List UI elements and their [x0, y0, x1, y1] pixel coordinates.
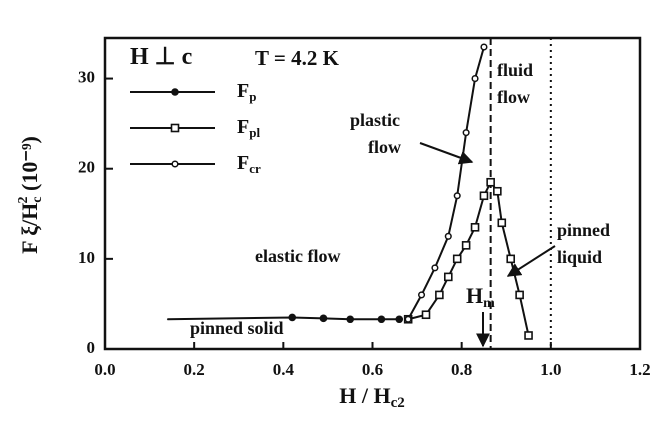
legend-label-main: F — [237, 116, 249, 138]
data-point — [453, 192, 461, 200]
x-tick-label: 1.2 — [629, 360, 650, 379]
annotation-arrow — [506, 245, 556, 277]
annotation: H ⊥ c — [130, 44, 193, 70]
annotation: Hm — [466, 283, 495, 311]
y-tick-label: 0 — [87, 338, 96, 357]
data-point — [319, 314, 328, 323]
legend-label-main: F — [237, 152, 249, 174]
data-point — [346, 315, 355, 324]
data-point — [506, 254, 516, 264]
data-point — [479, 191, 489, 201]
data-point — [435, 290, 444, 300]
annotation-text: plastic — [350, 110, 400, 130]
y-axis-label-unit: (10⁻⁹) — [17, 136, 42, 196]
annotation-text: H ⊥ c — [130, 44, 193, 70]
data-point — [452, 254, 462, 264]
data-point — [486, 177, 495, 187]
y-tick-label: 30 — [78, 67, 95, 86]
x-tick-label: 0.4 — [273, 360, 295, 379]
y-tick-label: 10 — [78, 248, 95, 267]
annotation: fluid — [497, 60, 533, 80]
annotation-text: elastic flow — [255, 246, 340, 266]
legend-label-sub: cr — [249, 161, 261, 176]
plot-frame — [103, 36, 642, 351]
annotation-text: flow — [497, 87, 530, 107]
annotation-text: T = 4.2 K — [255, 46, 340, 70]
annotation-arrow — [419, 142, 474, 165]
annotation-text: pinned — [557, 220, 610, 240]
data-point — [171, 160, 179, 168]
data-point — [461, 241, 471, 250]
data-point — [288, 313, 297, 322]
annotation: plastic — [350, 110, 400, 130]
line-start — [166, 318, 168, 320]
y-axis-label-sub: c — [30, 197, 45, 203]
data-point — [443, 272, 453, 282]
data-point — [404, 315, 412, 323]
annotation-sub: m — [483, 296, 495, 311]
data-point — [493, 186, 502, 196]
y-axis-label: F ξ/Hc2 (10⁻⁹) — [16, 136, 45, 254]
x-tick-label: 0.2 — [184, 360, 205, 379]
data-point — [444, 232, 452, 240]
data-point — [524, 331, 533, 340]
x-tick-label: 0.0 — [94, 360, 115, 379]
annotation: pinned — [557, 220, 610, 240]
data-point — [171, 88, 179, 96]
legend-label-sub: p — [249, 89, 256, 104]
annotation: flow — [368, 137, 401, 157]
data-point — [497, 218, 507, 228]
y-axis-label-main: F ξ/H — [17, 203, 42, 254]
annotation: liquid — [557, 247, 602, 267]
x-axis-label: H / Hc2 — [339, 383, 405, 411]
annotation: T = 4.2 K — [255, 46, 340, 70]
data-point — [515, 290, 524, 300]
annotation-text: pinned solid — [190, 318, 284, 338]
legend-label: Fp — [237, 80, 256, 104]
legend-label: Fcr — [237, 152, 261, 176]
y-axis-label-sup: 2 — [16, 197, 31, 204]
annotation-text: liquid — [557, 247, 602, 267]
annotation-text: flow — [368, 137, 401, 157]
data-point — [431, 264, 439, 272]
data-point — [471, 75, 479, 83]
data-point — [377, 315, 386, 324]
data-point — [470, 223, 480, 232]
legend-label: Fpl — [237, 116, 260, 140]
legend-label-sub: pl — [249, 125, 260, 140]
data-point — [480, 43, 488, 51]
annotation-text: H — [466, 283, 483, 308]
annotation: flow — [497, 87, 530, 107]
annotation-text: fluid — [497, 60, 533, 80]
x-tick-label: 0.8 — [451, 360, 472, 379]
data-point — [421, 310, 431, 320]
annotation: pinned solid — [190, 318, 284, 338]
x-tick-label: 0.6 — [362, 360, 383, 379]
annotation: elastic flow — [255, 246, 340, 266]
data-point — [170, 123, 180, 133]
data-point — [417, 291, 426, 299]
x-tick-label: 1.0 — [540, 360, 561, 379]
series-line — [407, 46, 485, 320]
x-axis-label-main: H / H — [339, 383, 390, 408]
data-point — [462, 129, 470, 137]
legend-label-main: F — [237, 80, 249, 102]
data-point — [395, 315, 404, 324]
x-axis-label-sub: c2 — [391, 395, 405, 411]
y-tick-label: 20 — [78, 158, 95, 177]
